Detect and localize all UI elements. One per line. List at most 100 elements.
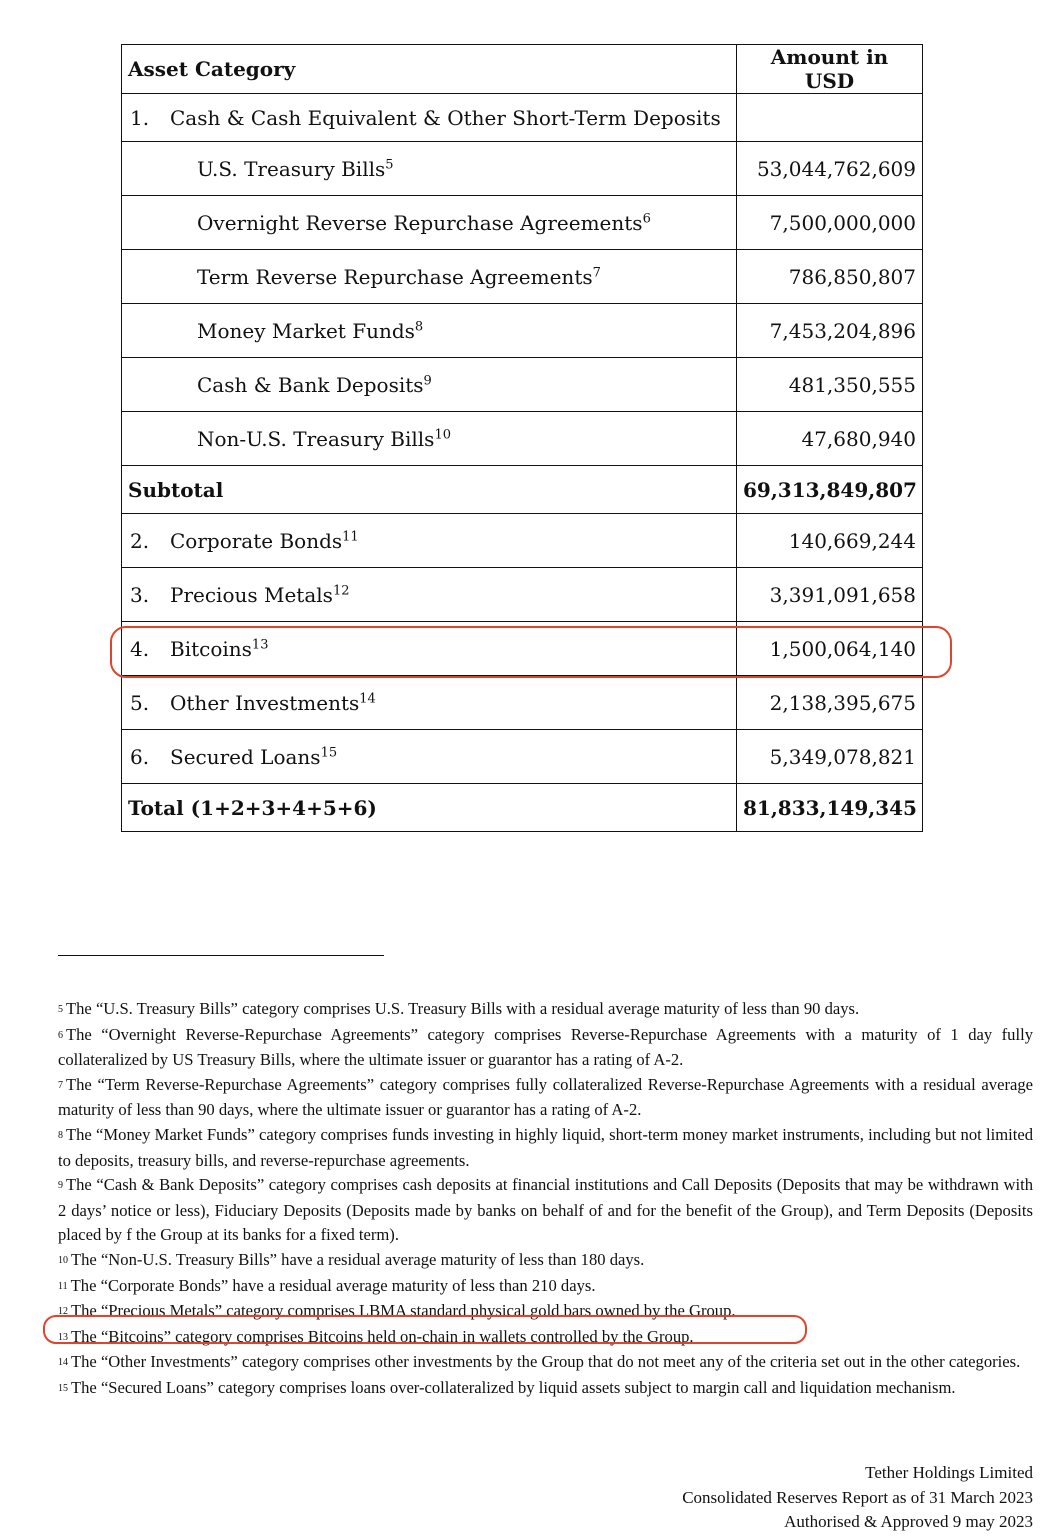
footnote-text: The “U.S. Treasury Bills” category compr… xyxy=(66,999,860,1018)
subtotal-label: Subtotal xyxy=(121,465,737,514)
footnote-number: 11 xyxy=(58,1280,68,1292)
footnote-ref: 11 xyxy=(342,528,359,544)
table-row: Money Market Funds8 7,453,204,896 xyxy=(121,303,923,358)
footnote-ref: 15 xyxy=(320,744,338,760)
footnote-11: 11 The “Corporate Bonds” have a residual … xyxy=(58,1274,1033,1300)
footnote-text: The “Non-U.S. Treasury Bills” have a res… xyxy=(71,1249,645,1269)
footnote-text: The “Secured Loans” category comprises l… xyxy=(71,1377,956,1397)
footnote-ref: 6 xyxy=(642,210,651,226)
row-number: 4. xyxy=(130,636,150,661)
table-row: U.S. Treasury Bills5 53,044,762,609 xyxy=(121,141,923,196)
footnote-10: 10 The “Non-U.S. Treasury Bills” have a r… xyxy=(58,1248,1033,1274)
row-label: Bitcoins xyxy=(170,636,252,661)
table-header-row: Asset Category Amount in USD xyxy=(121,44,923,94)
footnote-ref: 9 xyxy=(423,372,432,388)
footnote-ref: 13 xyxy=(251,636,269,652)
row-label: Cash & Cash Equivalent & Other Short-Ter… xyxy=(170,105,721,130)
section-row-cash: 1. Cash & Cash Equivalent & Other Short-T… xyxy=(121,93,923,142)
row-amount: 53,044,762,609 xyxy=(736,141,923,196)
row-label: Secured Loans xyxy=(170,744,321,769)
footnote-12: 12 The “Precious Metals” category compris… xyxy=(58,1299,1033,1325)
row-amount: 481,350,555 xyxy=(736,357,923,412)
table-row: Term Reverse Repurchase Agreements7 786,8… xyxy=(121,249,923,304)
row-amount: 7,453,204,896 xyxy=(736,303,923,358)
row-label: Cash & Bank Deposits xyxy=(197,372,424,397)
row-amount: 786,850,807 xyxy=(736,249,923,304)
footnote-number: 13 xyxy=(58,1331,68,1343)
row-label: Term Reverse Repurchase Agreements xyxy=(197,264,593,289)
footnote-number: 12 xyxy=(58,1306,68,1318)
table-row: Non-U.S. Treasury Bills10 47,680,940 xyxy=(121,411,923,466)
table-row: 6. Secured Loans15 5,349,078,821 xyxy=(121,729,923,784)
table-row: Overnight Reverse Repurchase Agreements6… xyxy=(121,195,923,250)
row-label: Precious Metals xyxy=(170,582,333,607)
row-number: 6. xyxy=(130,744,150,769)
footnote-15: 15 The “Secured Loans” category comprises… xyxy=(58,1376,1033,1402)
footnote-ref: 7 xyxy=(592,264,601,280)
footnote-number: 7 xyxy=(58,1079,63,1091)
footnote-text: The “Corporate Bonds” have a residual av… xyxy=(70,1275,596,1295)
footnotes: 5 The “U.S. Treasury Bills” category comp… xyxy=(58,997,1033,1402)
footnote-8: 8 The “Money Market Funds” category compr… xyxy=(58,1123,1033,1173)
footnote-text: The “Cash & Bank Deposits” category comp… xyxy=(58,1175,1033,1245)
footer-approval-date: Authorised & Approved 9 may 2023 xyxy=(784,1512,1033,1532)
footnote-ref: 14 xyxy=(359,690,376,706)
footnote-number: 9 xyxy=(58,1180,63,1192)
reserves-table: Asset Category Amount in USD 1. Cash & Ca… xyxy=(121,44,923,832)
row-label: Non-U.S. Treasury Bills xyxy=(197,426,435,451)
header-asset-category: Asset Category xyxy=(121,44,737,94)
total-label: Total (1+2+3+4+5+6) xyxy=(121,783,737,832)
table-row: 2. Corporate Bonds11 140,669,244 xyxy=(121,513,923,568)
subtotal-amount: 69,313,849,807 xyxy=(736,465,923,514)
table-row: 3. Precious Metals12 3,391,091,658 xyxy=(121,567,923,622)
total-amount: 81,833,149,345 xyxy=(736,783,923,832)
table-row: 5. Other Investments14 2,138,395,675 xyxy=(121,675,923,730)
row-amount: 7,500,000,000 xyxy=(736,195,923,250)
row-amount: 3,391,091,658 xyxy=(736,567,923,622)
footnote-number: 6 xyxy=(58,1029,63,1041)
footnote-7: 7 The “Term Reverse-Repurchase Agreements… xyxy=(58,1073,1033,1123)
footnote-text: The “Precious Metals” category comprises… xyxy=(71,1301,736,1321)
footer-report-title: Consolidated Reserves Report as of 31 Ma… xyxy=(682,1487,1033,1507)
table-row: Cash & Bank Deposits9 481,350,555 xyxy=(121,357,923,412)
header-amount: Amount in USD xyxy=(736,44,923,94)
footnote-text: The “Overnight Reverse-Repurchase Agreem… xyxy=(58,1024,1033,1070)
footnote-ref: 5 xyxy=(385,156,394,172)
document-footer: Tether Holdings Limited Consolidated Res… xyxy=(682,1461,1033,1535)
row-label: Other Investments xyxy=(170,690,360,715)
footnote-number: 8 xyxy=(58,1129,63,1141)
footnote-14: 14 The “Other Investments” category compr… xyxy=(58,1350,1033,1376)
footnote-number: 10 xyxy=(58,1254,68,1266)
row-amount: 5,349,078,821 xyxy=(736,729,923,784)
footnote-9: 9 The “Cash & Bank Deposits” category com… xyxy=(58,1173,1033,1248)
footnote-text: The “Bitcoins” category comprises Bitcoi… xyxy=(71,1326,694,1346)
footnote-ref: 8 xyxy=(414,318,424,334)
footnote-number: 14 xyxy=(58,1357,68,1369)
row-amount: 2,138,395,675 xyxy=(736,675,923,730)
row-amount: 140,669,244 xyxy=(736,513,923,568)
footnote-text: The “Term Reverse-Repurchase Agreements”… xyxy=(58,1074,1033,1120)
total-row: Total (1+2+3+4+5+6) 81,833,149,345 xyxy=(121,783,923,832)
footnote-13: 13 The “Bitcoins” category comprises Bitc… xyxy=(58,1325,1033,1351)
footnote-number: 5 xyxy=(58,1004,63,1015)
subtotal-row: Subtotal 69,313,849,807 xyxy=(121,465,923,514)
row-label: Corporate Bonds xyxy=(170,528,343,553)
row-number: 5. xyxy=(130,690,150,715)
footnote-number: 15 xyxy=(58,1382,68,1394)
row-number: 1. xyxy=(130,105,150,130)
footnote-5: 5 The “U.S. Treasury Bills” category comp… xyxy=(58,997,1033,1023)
footnote-separator xyxy=(58,955,384,956)
footer-company: Tether Holdings Limited xyxy=(865,1463,1033,1482)
footnote-text: The “Other Investments” category compris… xyxy=(71,1352,1021,1372)
row-amount: 47,680,940 xyxy=(736,411,923,466)
footnote-ref: 12 xyxy=(332,582,350,598)
footnote-text: The “Money Market Funds” category compri… xyxy=(58,1124,1033,1170)
row-number: 3. xyxy=(130,582,150,607)
row-label: U.S. Treasury Bills xyxy=(197,156,386,181)
row-label: Overnight Reverse Repurchase Agreements xyxy=(197,210,643,235)
row-number: 2. xyxy=(130,528,150,553)
row-amount: 1,500,064,140 xyxy=(736,621,923,676)
footnote-ref: 10 xyxy=(434,426,451,442)
table-row-bitcoins: 4. Bitcoins13 1,500,064,140 xyxy=(121,621,923,676)
row-label: Money Market Funds xyxy=(197,318,415,343)
